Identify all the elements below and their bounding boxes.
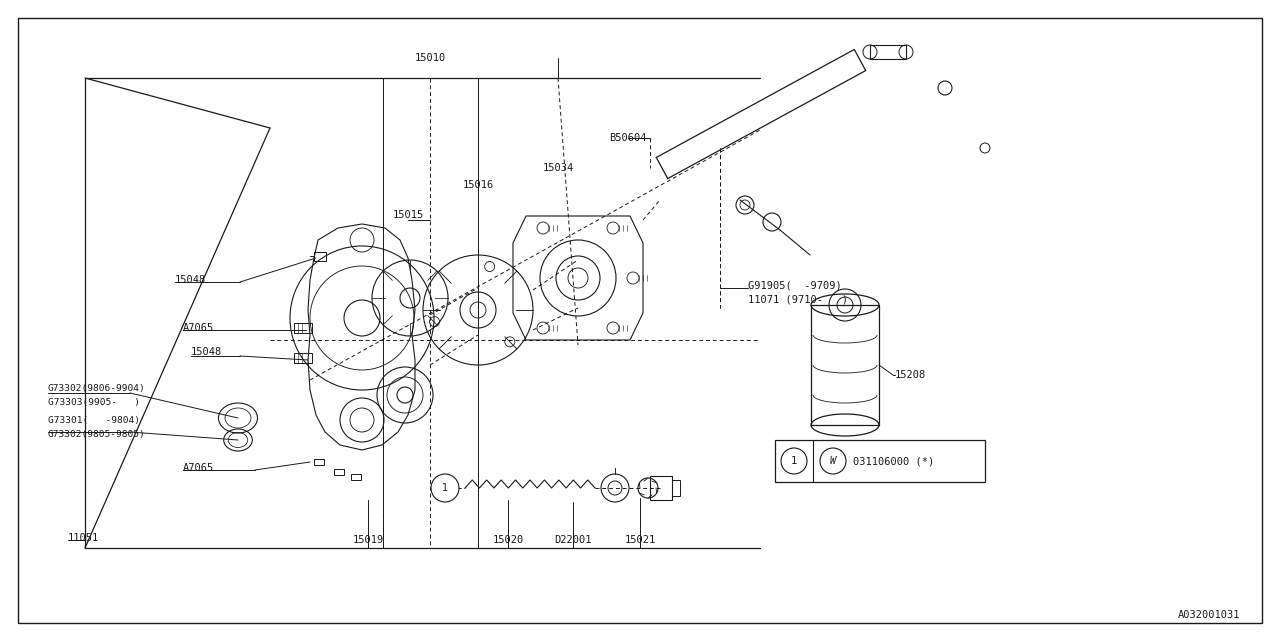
Text: A7065: A7065: [183, 463, 214, 473]
Text: 15208: 15208: [895, 370, 927, 380]
Text: 15019: 15019: [352, 535, 384, 545]
Bar: [294, 353, 312, 363]
Circle shape: [820, 448, 846, 474]
Bar: [294, 323, 312, 333]
Text: G73303(9905-   ): G73303(9905- ): [49, 399, 140, 408]
Text: 15034: 15034: [543, 163, 573, 173]
Bar: [314, 252, 326, 261]
Text: W: W: [829, 456, 836, 466]
Circle shape: [431, 474, 460, 502]
Text: 15048: 15048: [175, 275, 206, 285]
Text: 11051: 11051: [68, 533, 100, 543]
Text: G73302(9805-9805): G73302(9805-9805): [49, 431, 146, 440]
Text: 15016: 15016: [462, 180, 494, 190]
Text: G73302(9806-9904): G73302(9806-9904): [49, 383, 146, 392]
Bar: [314, 459, 324, 465]
Text: A7065: A7065: [183, 323, 214, 333]
Text: G91905(  -9709): G91905( -9709): [748, 280, 842, 290]
Text: D22001: D22001: [554, 535, 591, 545]
Text: B50604: B50604: [609, 133, 646, 143]
Text: 15010: 15010: [415, 53, 445, 63]
Text: 031106000 (*): 031106000 (*): [852, 456, 934, 466]
Text: A032001031: A032001031: [1178, 610, 1240, 620]
Bar: [812, 305, 879, 425]
Text: 15020: 15020: [493, 535, 524, 545]
Bar: [870, 45, 906, 59]
Text: 15015: 15015: [393, 210, 424, 220]
Text: 15048: 15048: [191, 347, 223, 357]
Bar: [351, 474, 361, 480]
Bar: [334, 469, 344, 475]
Bar: [672, 480, 680, 496]
Text: 15021: 15021: [625, 535, 655, 545]
Circle shape: [781, 448, 806, 474]
Text: 11071 (9710-   ): 11071 (9710- ): [748, 295, 849, 305]
Text: G73301(   -9804): G73301( -9804): [49, 415, 140, 424]
Text: 1: 1: [442, 483, 448, 493]
Text: 1: 1: [791, 456, 797, 466]
Bar: [774, 440, 986, 482]
Bar: [650, 476, 672, 500]
